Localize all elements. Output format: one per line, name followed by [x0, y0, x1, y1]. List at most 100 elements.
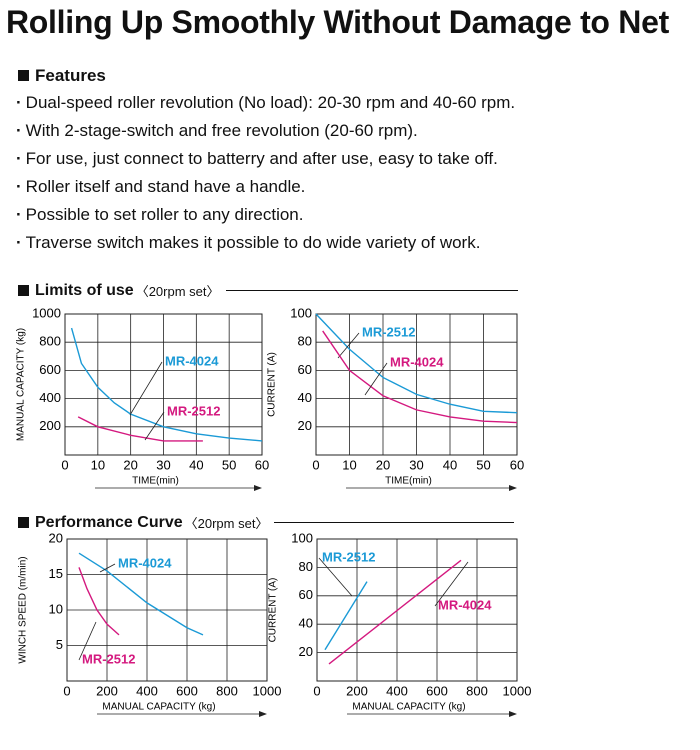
section-note: 〈20rpm set〉 — [184, 516, 269, 531]
feature-item: Dual-speed roller revolution (No load): … — [16, 90, 515, 118]
y-tick-label: 80 — [298, 334, 312, 349]
y-tick-label: 40 — [299, 616, 313, 631]
section-title: Performance Curve — [35, 513, 183, 531]
leader-line — [434, 561, 469, 607]
series-line — [315, 313, 518, 414]
chart: 0 200 400 600 800 1000 20 40 60 80 100 MANUAL CAPAC… — [268, 530, 532, 717]
x-tick-label: 0 — [61, 457, 68, 472]
arrow-head — [509, 711, 517, 717]
y-tick-label: 1000 — [32, 305, 61, 320]
series-label: MR-2512 — [82, 651, 135, 666]
x-tick-label: 600 — [176, 683, 198, 698]
x-axis-label: TIME(min) — [132, 476, 179, 487]
leader-line — [99, 563, 116, 573]
y-tick-label: 15 — [49, 566, 63, 581]
series-label: MR-4024 — [390, 354, 444, 369]
x-tick-label: 60 — [255, 457, 269, 472]
section-title: Limits of use — [35, 281, 134, 299]
x-tick-label: 800 — [466, 683, 488, 698]
feature-item: Traverse switch makes it possible to do … — [16, 230, 515, 258]
y-tick-label: 100 — [291, 530, 313, 545]
chart: 0 10 20 30 40 50 60 20 40 60 80 100 TIME(min) CURRENT… — [267, 305, 524, 491]
y-tick-label: 60 — [298, 362, 312, 377]
leader-line — [364, 362, 388, 396]
series-label: MR-2512 — [167, 403, 220, 418]
x-tick-label: 50 — [476, 457, 490, 472]
x-axis-label: MANUAL CAPACITY (kg) — [352, 702, 465, 713]
y-tick-label: 200 — [39, 418, 61, 433]
feature-item: With 2-stage-switch and free revolution … — [16, 118, 515, 146]
y-tick-label: 80 — [299, 559, 313, 574]
feature-item: For use, just connect to batterry and af… — [16, 146, 515, 174]
x-tick-label: 600 — [426, 683, 448, 698]
leader-line — [337, 332, 360, 359]
plot-frame — [66, 538, 268, 682]
x-tick-label: 0 — [63, 683, 70, 698]
features-list: Dual-speed roller revolution (No load): … — [16, 90, 515, 258]
feature-item: Possible to set roller to any direction. — [16, 202, 515, 230]
x-tick-label: 1000 — [253, 683, 282, 698]
feature-item: Roller itself and stand have a handle. — [16, 174, 515, 202]
series-label: MR-4024 — [118, 555, 172, 570]
y-tick-label: 100 — [290, 305, 312, 320]
y-axis-label: WINCH SPEED (m/min) — [18, 556, 29, 663]
y-axis-label: CURRENT (A) — [267, 352, 278, 417]
x-tick-label: 200 — [96, 683, 118, 698]
series-line — [322, 330, 518, 424]
x-tick-label: 20 — [376, 457, 390, 472]
page-title: Rolling Up Smoothly Without Damage to Ne… — [6, 4, 669, 40]
section-heading: Limits of use 〈20rpm set〉 — [18, 281, 518, 300]
x-tick-label: 400 — [136, 683, 158, 698]
y-tick-label: 5 — [56, 637, 63, 652]
rule — [225, 290, 518, 291]
y-tick-label: 10 — [49, 601, 63, 616]
chart: 0 200 400 600 800 1000 5 10 15 20 MANUAL CAPACITY … — [18, 530, 282, 717]
x-tick-label: 10 — [342, 457, 356, 472]
features-heading: Features — [18, 66, 106, 86]
leader-line — [129, 361, 163, 416]
series-label: MR-2512 — [362, 324, 415, 339]
series-line — [78, 567, 120, 636]
series-label: MR-4024 — [165, 353, 219, 368]
x-tick-label: 30 — [409, 457, 423, 472]
section-heading: Performance Curve 〈20rpm set〉 — [18, 513, 515, 532]
series-label: MR-2512 — [322, 549, 375, 564]
x-tick-label: 40 — [189, 457, 203, 472]
y-tick-label: 60 — [299, 587, 313, 602]
y-tick-label: 600 — [39, 362, 61, 377]
x-tick-label: 400 — [386, 683, 408, 698]
x-tick-label: 30 — [156, 457, 170, 472]
leader-line — [318, 557, 353, 597]
y-tick-label: 20 — [298, 418, 312, 433]
x-tick-label: 0 — [313, 683, 320, 698]
series-label: MR-4024 — [438, 597, 492, 612]
x-axis-label: TIME(min) — [385, 476, 432, 487]
x-tick-label: 60 — [510, 457, 524, 472]
x-tick-label: 20 — [123, 457, 137, 472]
leader-line — [144, 411, 165, 441]
x-tick-label: 1000 — [503, 683, 532, 698]
y-axis-label: CURRENT (A) — [268, 578, 279, 643]
x-tick-label: 0 — [312, 457, 319, 472]
plot-frame — [64, 313, 263, 456]
series-line — [77, 416, 203, 442]
y-tick-label: 20 — [49, 530, 63, 545]
series-line — [324, 581, 368, 651]
rule — [274, 522, 515, 523]
leader-line — [78, 621, 97, 661]
section-note: 〈20rpm set〉 — [135, 284, 220, 299]
arrow-head — [509, 485, 517, 491]
y-tick-label: 40 — [298, 390, 312, 405]
plot-frame — [316, 538, 518, 682]
chart: 0 10 20 30 40 50 60 200 400 600 800 1000 TIME(min) MA… — [16, 305, 269, 491]
plot-frame — [315, 313, 518, 456]
x-tick-label: 10 — [91, 457, 105, 472]
x-axis-label: MANUAL CAPACITY (kg) — [102, 702, 215, 713]
arrow-head — [259, 711, 267, 717]
x-tick-label: 200 — [346, 683, 368, 698]
series-line — [78, 552, 204, 636]
arrow-head — [254, 485, 262, 491]
x-tick-label: 40 — [443, 457, 457, 472]
y-tick-label: 800 — [39, 334, 61, 349]
